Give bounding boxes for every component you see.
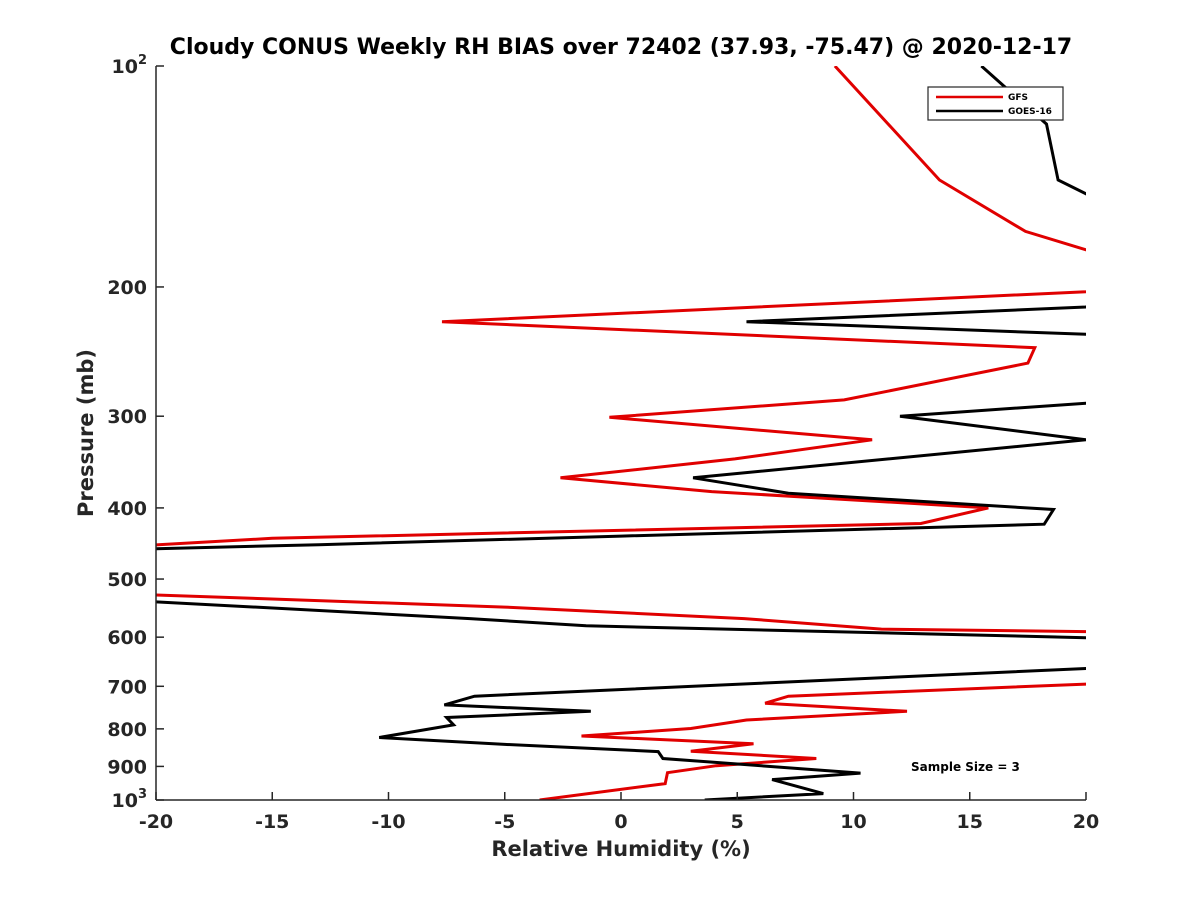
- y-tick-label: 103: [112, 787, 148, 812]
- x-axis-ticks: -20 -15 -10 -5 0 5 10 15 20: [139, 792, 1099, 833]
- y-tick-label: 900: [107, 756, 147, 778]
- x-tick-label: 15: [957, 811, 983, 833]
- x-tick-label: 0: [614, 811, 627, 833]
- y-tick-label: 600: [107, 627, 147, 649]
- y-tick-label: 102: [112, 53, 148, 78]
- legend-label-gfs: GFS: [1008, 93, 1028, 103]
- y-tick-label: 800: [107, 719, 147, 741]
- y-tick-label: 500: [107, 569, 147, 591]
- sample-size-annotation: Sample Size = 3: [911, 760, 1020, 774]
- x-tick-label: -5: [494, 811, 515, 833]
- x-tick-label: -20: [139, 811, 173, 833]
- y-tick-label: 200: [107, 277, 147, 299]
- x-tick-label: 10: [840, 811, 866, 833]
- series-layer: [0, 66, 1200, 800]
- series-line-goes16: [0, 66, 1200, 800]
- y-tick-label: 300: [107, 406, 147, 428]
- legend: GFS GOES-16: [928, 87, 1063, 120]
- x-axis-label: Relative Humidity (%): [491, 837, 750, 861]
- y-tick-label: 400: [107, 498, 147, 520]
- x-tick-label: -10: [371, 811, 405, 833]
- x-tick-label: 20: [1073, 811, 1099, 833]
- chart-title: Cloudy CONUS Weekly RH BIAS over 72402 (…: [170, 35, 1072, 60]
- legend-label-goes16: GOES-16: [1008, 107, 1052, 117]
- y-tick-label: 700: [107, 676, 147, 698]
- rh-bias-profile-chart: Cloudy CONUS Weekly RH BIAS over 72402 (…: [0, 0, 1200, 900]
- x-tick-label: 5: [731, 811, 744, 833]
- y-axis-label: Pressure (mb): [74, 349, 98, 517]
- x-tick-label: -15: [255, 811, 289, 833]
